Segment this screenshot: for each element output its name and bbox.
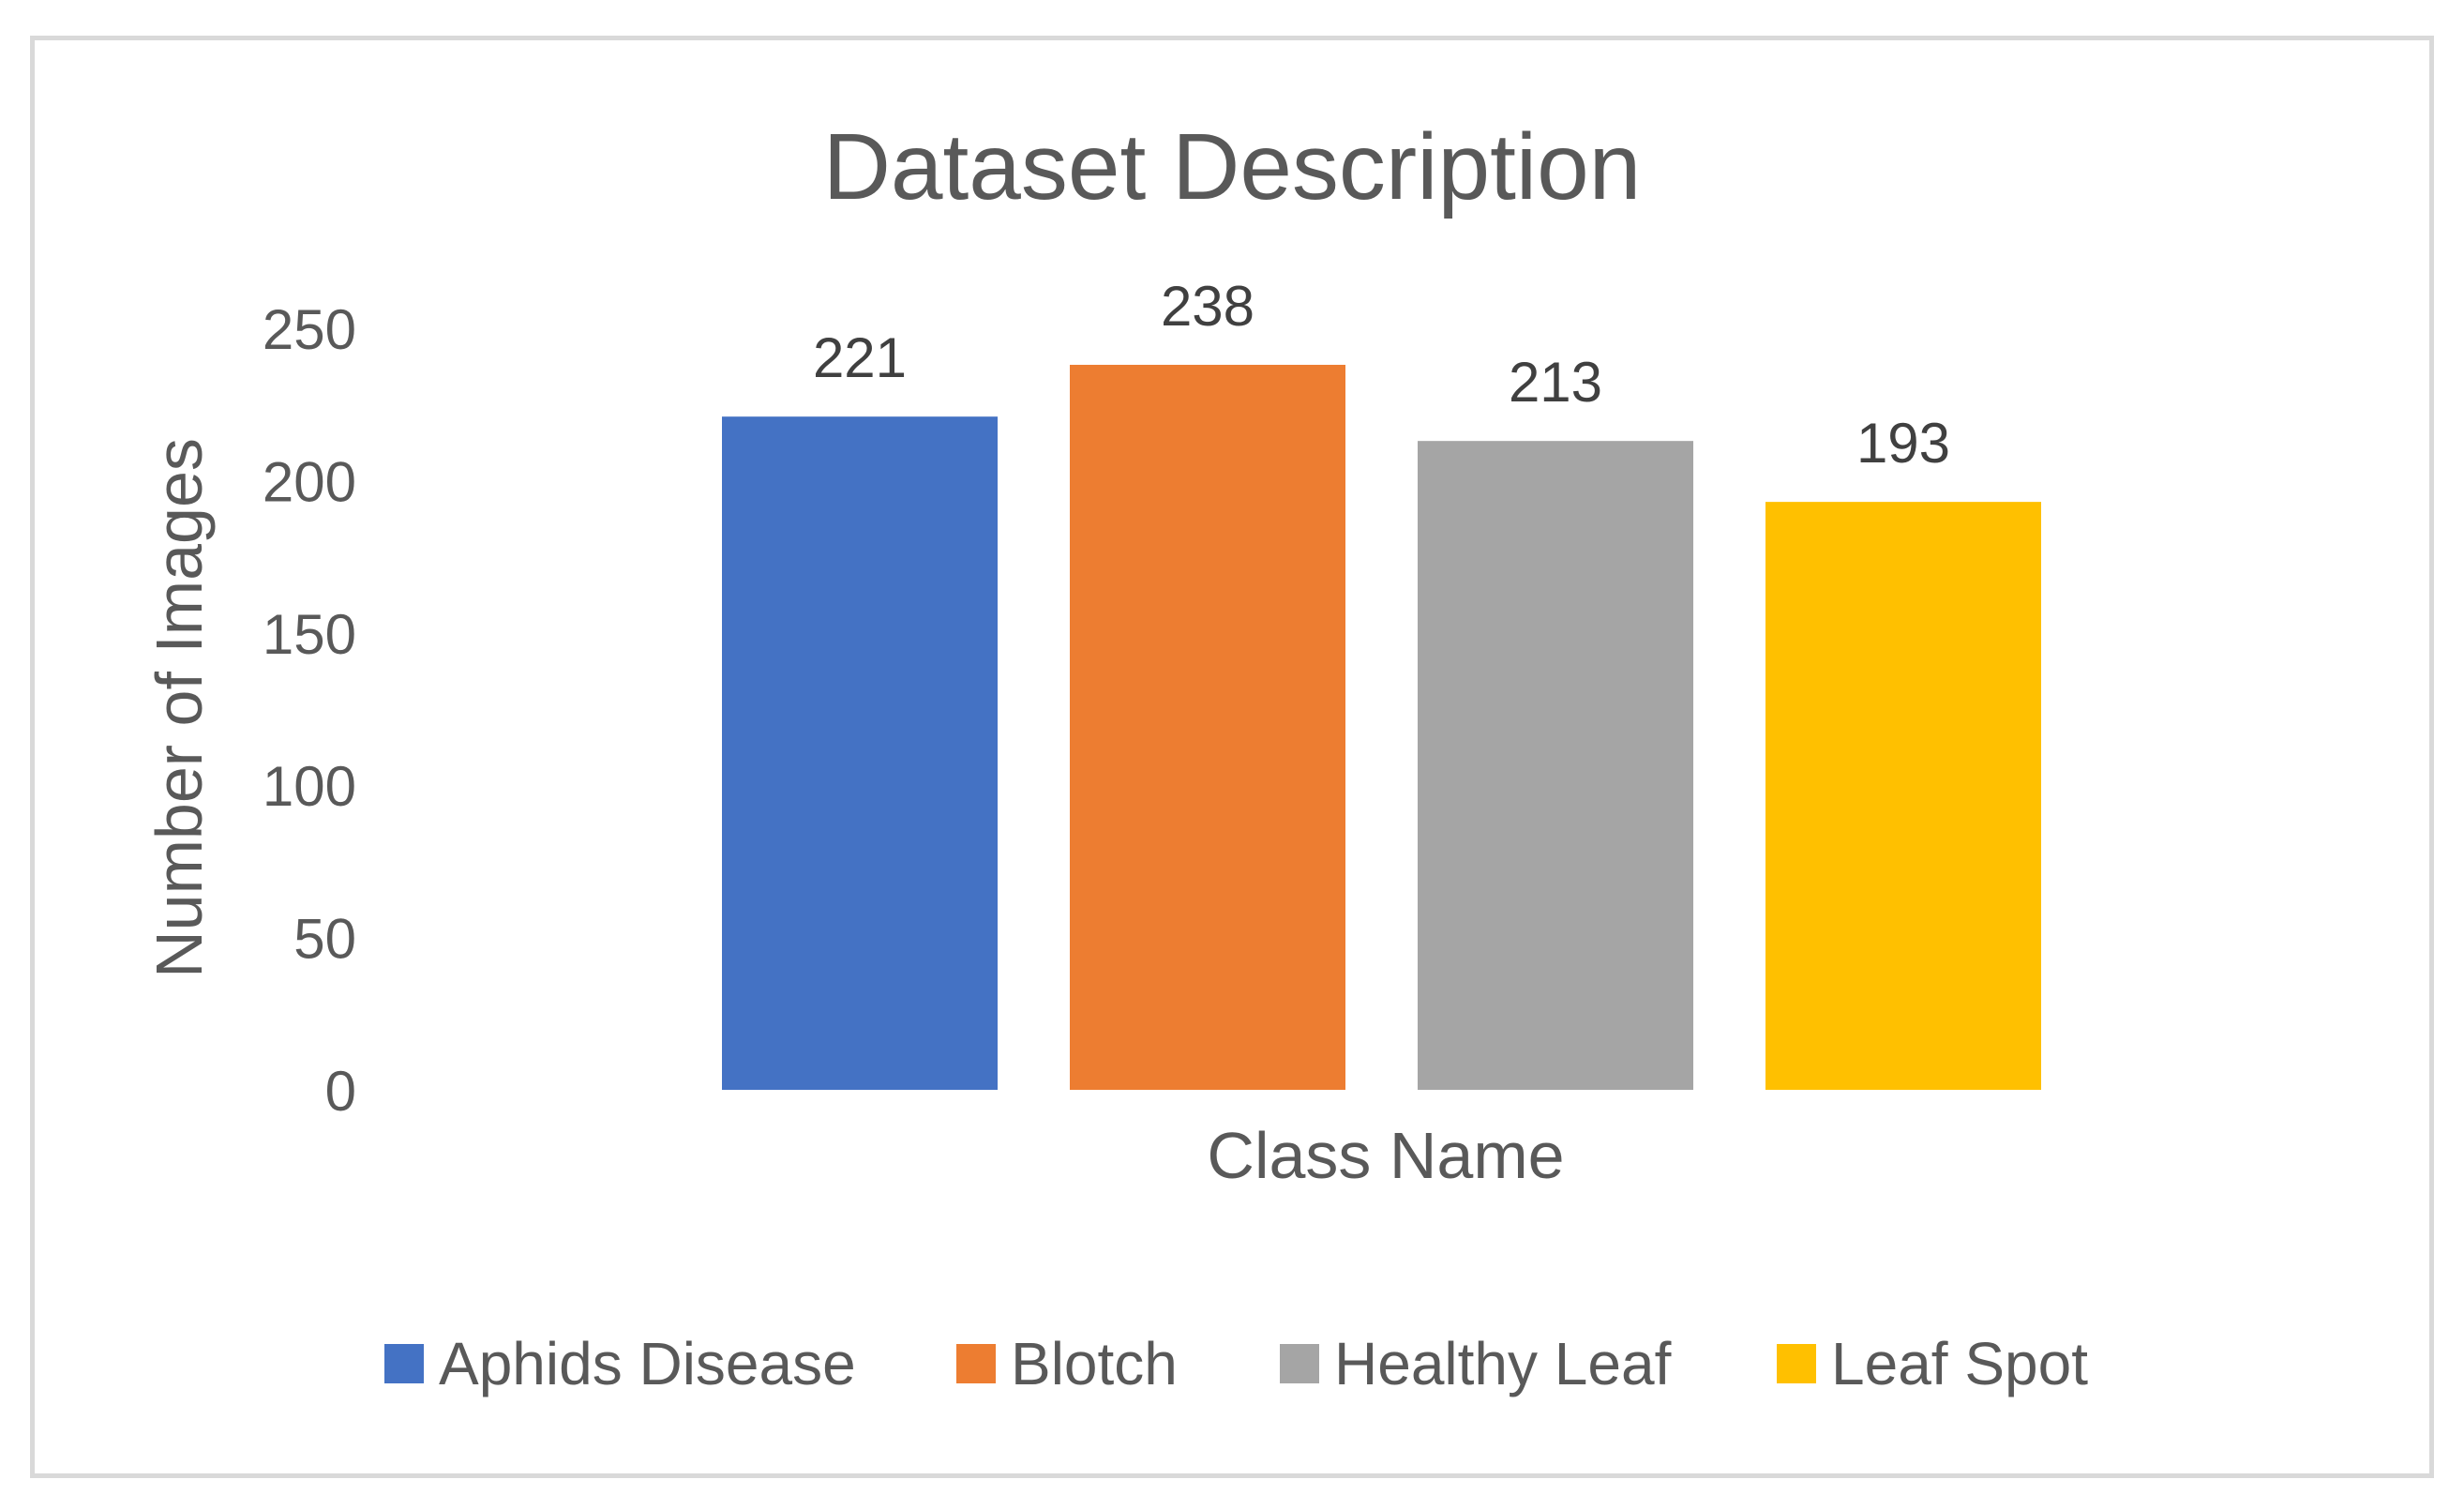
data-label: 238 [1161, 275, 1255, 338]
legend-swatch [1280, 1344, 1319, 1383]
y-tick-label: 0 [325, 1060, 356, 1123]
legend-label: Healthy Leaf [1334, 1330, 1672, 1397]
data-label: 193 [1856, 412, 1950, 475]
y-tick-label: 200 [263, 450, 356, 513]
bar-healthy-leaf [1418, 441, 1693, 1090]
legend-label: Leaf Spot [1831, 1330, 2088, 1397]
y-tick-label: 100 [263, 755, 356, 818]
y-tick-label: 150 [263, 603, 356, 666]
y-tick-label: 50 [293, 908, 356, 971]
data-label: 213 [1509, 351, 1602, 414]
legend-swatch [1777, 1344, 1816, 1383]
legend: Aphids Disease Blotch Healthy Leaf Leaf Spo… [384, 1330, 2088, 1397]
legend-label: Aphids Disease [439, 1330, 856, 1397]
bars-group [722, 364, 2041, 1090]
x-axis-title: Class Name [1207, 1119, 1564, 1192]
legend-label: Blotch [1011, 1330, 1178, 1397]
chart-title: Dataset Description [823, 114, 1642, 219]
data-labels-group: 221 238 213 193 [813, 275, 1950, 475]
y-tick-label: 250 [263, 298, 356, 361]
data-label: 221 [813, 326, 907, 389]
bar-aphids-disease [722, 416, 998, 1090]
bar-leaf-spot [1765, 502, 2041, 1090]
y-axis-ticks: 0 50 100 150 200 250 [263, 298, 356, 1123]
y-axis-title: Number of Images [143, 438, 216, 978]
legend-swatch [384, 1344, 424, 1383]
bar-blotch [1070, 364, 1345, 1090]
legend-swatch [956, 1344, 996, 1383]
